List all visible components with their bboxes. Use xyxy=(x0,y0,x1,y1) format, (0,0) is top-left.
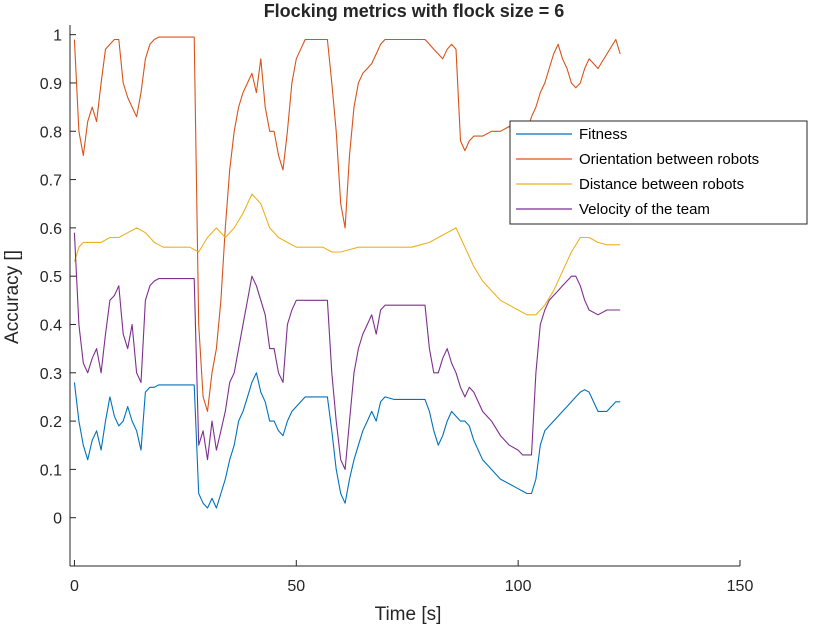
y-axis-label: Accuracy [] xyxy=(2,250,23,344)
x-axis-ticks: 0 50 100 150 xyxy=(70,560,753,595)
y-tick-label: 0.3 xyxy=(40,366,62,383)
legend-box xyxy=(509,120,808,225)
x-tick-label: 50 xyxy=(287,578,305,595)
y-tick-label: 0.5 xyxy=(40,269,62,286)
y-tick-label: 0.7 xyxy=(40,173,62,190)
legend-entry: Orientation between robots xyxy=(579,151,759,168)
y-tick-label: 0.6 xyxy=(40,221,62,238)
x-tick-label: 150 xyxy=(727,578,754,595)
series-line-3 xyxy=(73,193,621,316)
legend-entry: Velocity of the team xyxy=(579,201,710,218)
y-tick-label: 0 xyxy=(53,511,62,528)
y-axis-ticks: 0 0.1 0.2 0.3 0.4 0.5 0.6 0.7 0.8 0.9 1 xyxy=(40,28,76,528)
y-tick-label: 0.9 xyxy=(40,76,62,93)
chart-title: Flocking metrics with flock size = 6 xyxy=(264,1,565,21)
series-layer xyxy=(73,36,621,509)
x-tick-label: 0 xyxy=(70,578,79,595)
y-tick-label: 0.8 xyxy=(40,124,62,141)
y-tick-label: 0.4 xyxy=(40,317,62,334)
x-tick-label: 100 xyxy=(505,578,532,595)
y-tick-label: 1 xyxy=(53,28,62,45)
y-tick-label: 0.1 xyxy=(40,462,62,479)
series-line-1 xyxy=(73,372,621,509)
legend: Fitness Orientation between robots Distanc… xyxy=(509,120,808,225)
series-line-4 xyxy=(73,232,621,470)
x-axis-label: Time [s] xyxy=(375,604,442,625)
legend-entry: Fitness xyxy=(579,126,627,143)
y-tick-label: 0.2 xyxy=(40,414,62,431)
legend-entry: Distance between robots xyxy=(579,176,744,193)
